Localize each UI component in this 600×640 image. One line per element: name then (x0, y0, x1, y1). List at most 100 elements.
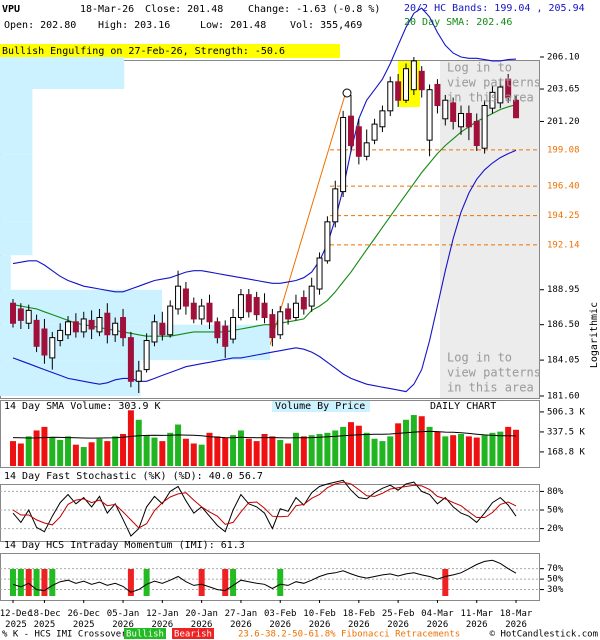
crossover-bar (230, 569, 237, 596)
volume-bar (300, 436, 307, 466)
x-tick-label: 03-Feb 2026 (264, 609, 297, 630)
bands: 20/2 HC Bands: 199.04 , 205.94 (404, 3, 585, 14)
panel-frame (0, 484, 540, 542)
volume-bar (222, 437, 229, 466)
low: Low: 201.48 (200, 20, 266, 31)
candle-body (418, 70, 425, 91)
login-notice: Log in to (447, 61, 512, 75)
volume-bar (10, 441, 16, 466)
candle-body (143, 340, 150, 371)
candle-body (222, 325, 229, 347)
vbp-label: Volume By Price (275, 401, 365, 412)
login-notice: in this area (447, 381, 534, 395)
change: Change: -1.63 (-0.8 %) (248, 4, 380, 15)
volume-bar (112, 436, 119, 466)
line-series (12, 481, 517, 529)
candle-body (324, 221, 331, 262)
symbol: VPU (2, 4, 20, 15)
candle-body (72, 321, 79, 333)
panel-title: 14 Day SMA Volume: 303.9 K (4, 401, 161, 412)
candle-body (450, 102, 457, 122)
y-tick-label: 30% (547, 585, 564, 595)
y-tick-label: 201.20 (547, 117, 580, 127)
volume-bar (65, 436, 72, 466)
x-tick-line: 2026 (191, 620, 213, 630)
volume-bar (214, 436, 221, 466)
volume-bar (143, 435, 150, 466)
candle-body (410, 60, 417, 91)
volume-bar (72, 444, 79, 466)
volume-bar (206, 432, 213, 466)
y-tick-label: 80% (547, 487, 564, 497)
candle-body (261, 302, 268, 319)
crossover-bar (41, 569, 48, 596)
y-tick-label: 70% (547, 564, 564, 574)
volume-bar (198, 444, 205, 466)
volume-bar (57, 439, 64, 466)
volume-bar (442, 436, 449, 466)
volume-by-price (0, 154, 33, 188)
x-tick-line: 2026 (466, 620, 488, 630)
y-tick-label: 206.10 (547, 53, 580, 63)
candle-body (285, 308, 292, 320)
candle-body (387, 81, 394, 112)
y-tick-label: 186.50 (547, 320, 580, 330)
volume-bar (41, 426, 48, 466)
crossover-bar (277, 569, 284, 596)
x-tick-line: 03-Feb (264, 609, 297, 619)
pattern-marker (342, 88, 352, 98)
fib-legend: 23.6-38.2-50-61.8% Fibonacci Retracement… (238, 630, 460, 640)
login-notice: Log in to (447, 351, 512, 365)
candle-body (403, 68, 409, 101)
line-series (12, 149, 517, 393)
volume-bar (104, 441, 111, 466)
x-tick-line: 2025 (34, 620, 56, 630)
x-tick-line: 18-Dec (28, 609, 61, 619)
login-notice: view patterns (447, 366, 541, 380)
volume-bar (473, 437, 480, 466)
x-tick-line: 2026 (505, 620, 527, 630)
candle-body (253, 297, 260, 316)
volume-by-price (0, 121, 33, 155)
candle-body (465, 112, 472, 128)
volume-bar (316, 434, 323, 466)
candle-body (167, 305, 174, 336)
candle-body (135, 370, 142, 382)
x-tick-line: 18-Mar (500, 609, 533, 619)
candle-body (481, 105, 488, 149)
candle-body (300, 297, 307, 310)
candle-body (65, 321, 72, 336)
candle-body (473, 120, 480, 147)
volume-bar (80, 447, 87, 466)
volume-by-price (0, 187, 33, 222)
candle-body (332, 188, 339, 223)
volume-bar (347, 422, 354, 466)
candle-body (17, 308, 24, 321)
candle-body (190, 302, 197, 320)
volume-bar (96, 438, 103, 466)
crossover-bar (127, 569, 134, 596)
candle-body (277, 311, 284, 336)
panel-frame (0, 400, 540, 468)
volume-bar (418, 416, 425, 466)
candle-body (151, 321, 158, 343)
candle-body (347, 115, 354, 147)
x-tick-line: 05-Jan (107, 609, 140, 619)
volume-bar (371, 438, 378, 466)
candle-body (49, 337, 56, 359)
x-tick-label: 18-Dec 2025 (28, 609, 61, 630)
vbp-label-bg (272, 400, 370, 412)
legend-label: Bearish (174, 630, 212, 640)
volume-bar (33, 430, 40, 466)
x-tick-line: 04-Mar (421, 609, 454, 619)
candle-body (159, 322, 166, 336)
x-tick-line: 11-Mar (460, 609, 493, 619)
x-tick-label: 26-Dec 2025 (67, 609, 100, 630)
pattern-banner (0, 44, 340, 58)
x-tick-label: 11-Mar 2026 (460, 609, 493, 630)
x-tick-label: 20-Jan 2026 (185, 609, 218, 630)
candle-body (80, 318, 87, 333)
volume-bar (355, 425, 362, 466)
candle-body (25, 309, 32, 324)
candle-body (363, 142, 370, 157)
